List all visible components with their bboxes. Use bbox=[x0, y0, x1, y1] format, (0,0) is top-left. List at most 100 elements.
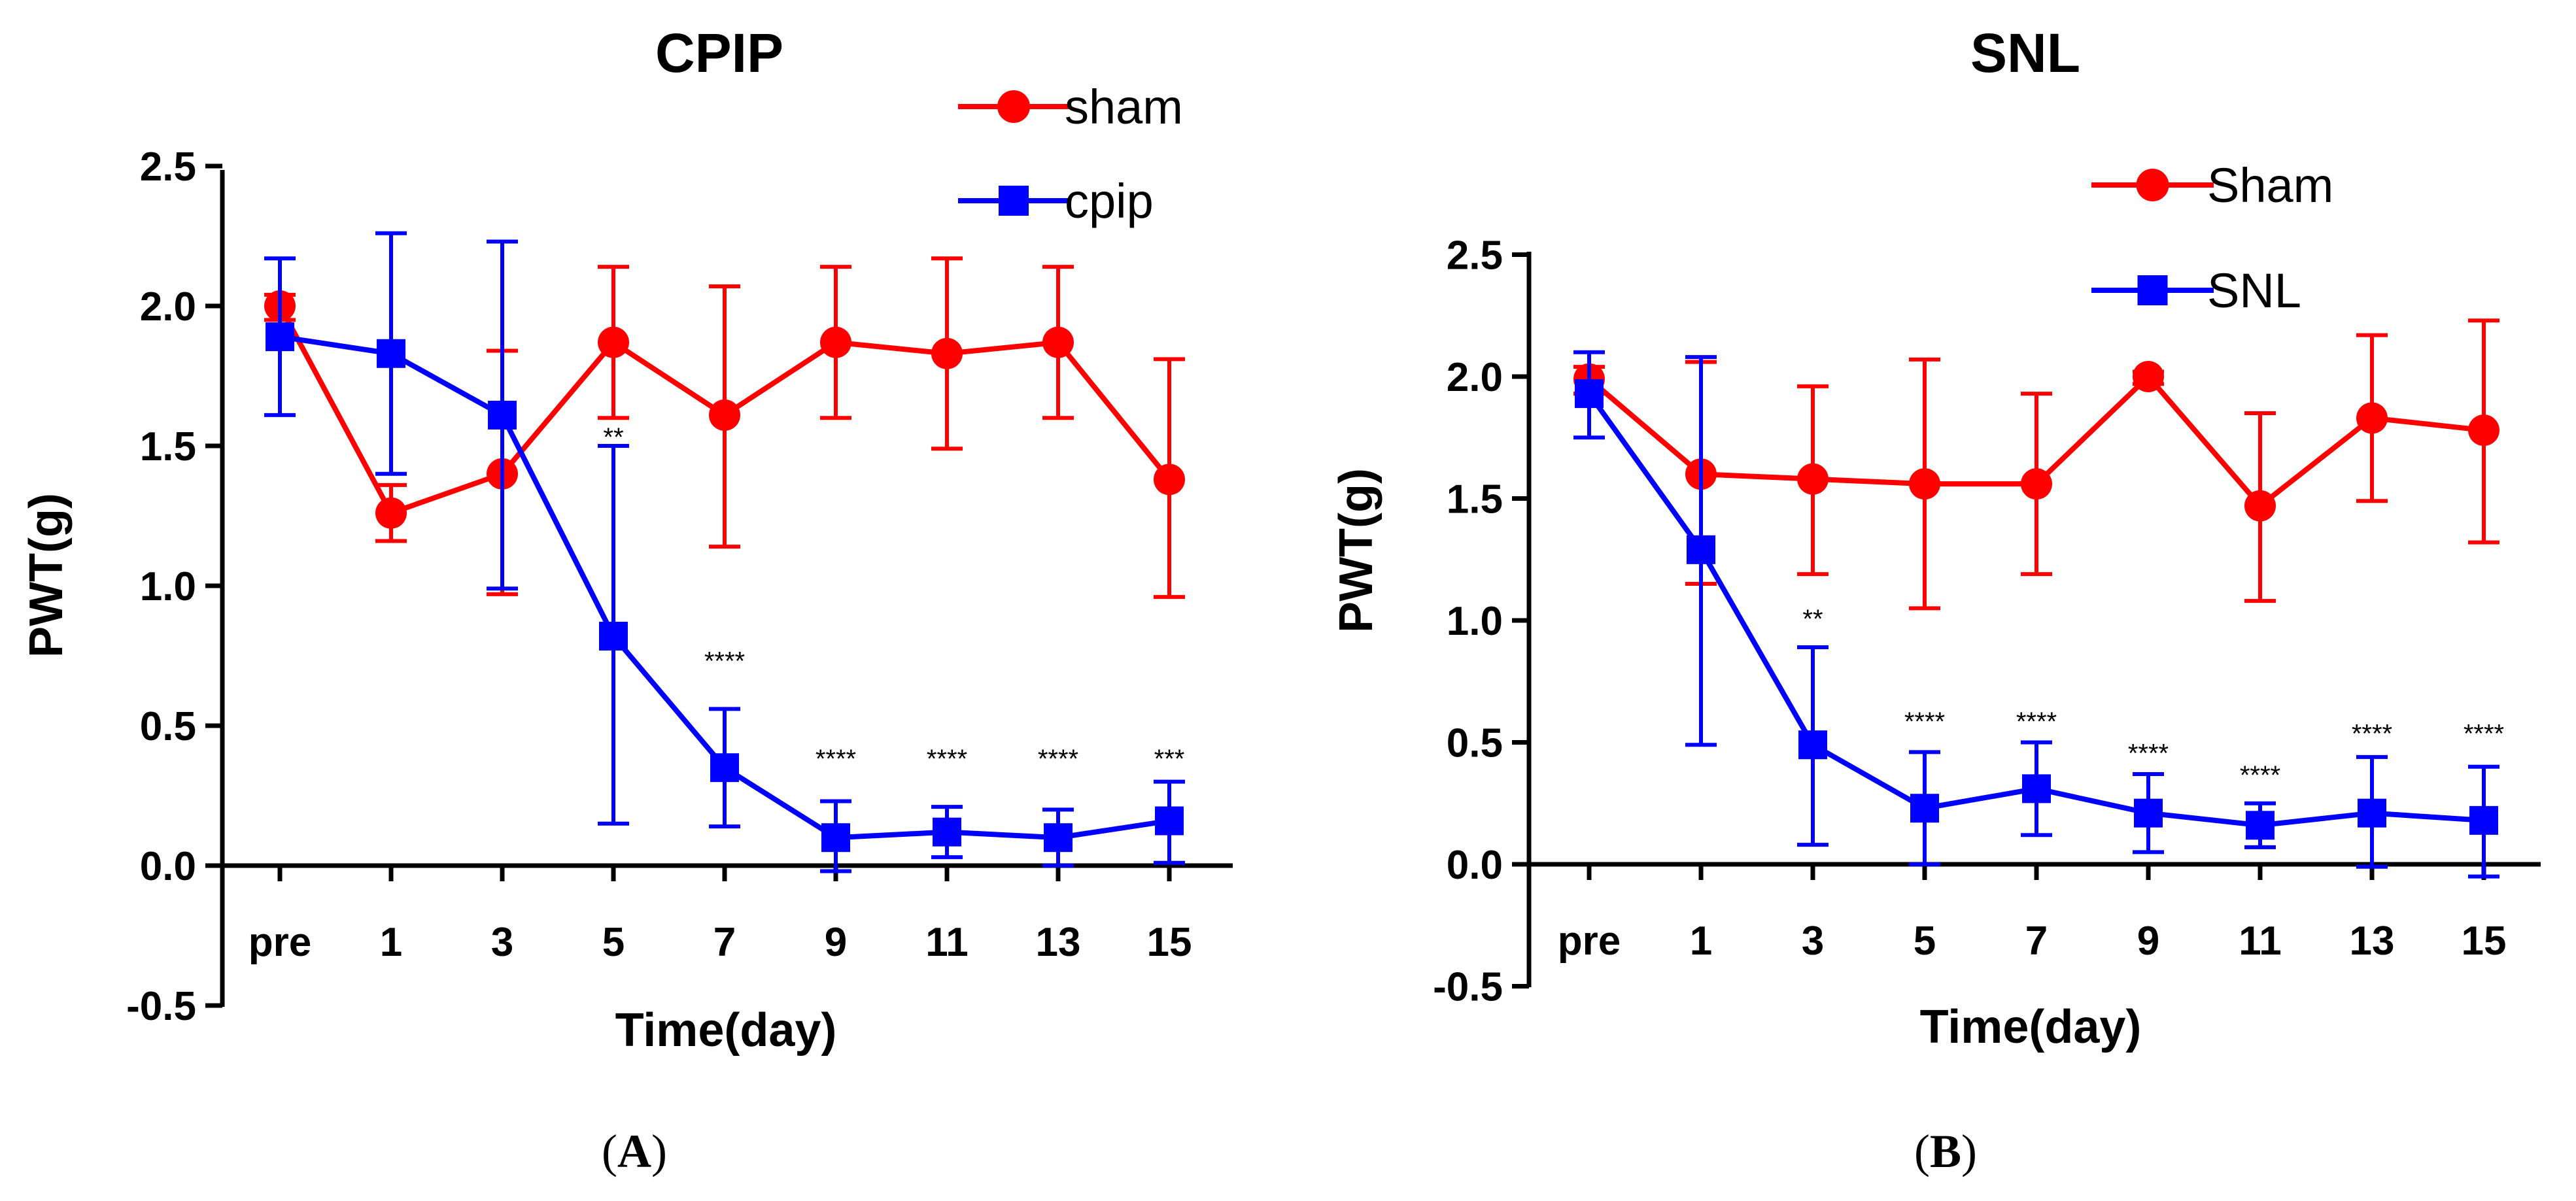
data-point-circle bbox=[820, 326, 851, 358]
significance-label: **** bbox=[2240, 761, 2280, 790]
x-tick-label: 3 bbox=[491, 920, 513, 965]
data-point-circle bbox=[709, 399, 740, 431]
x-tick-label: 5 bbox=[1914, 919, 1936, 964]
data-point-circle bbox=[1797, 463, 1829, 495]
y-tick-label: 2.5 bbox=[1447, 233, 1503, 279]
legend-item: SNL bbox=[2091, 263, 2301, 318]
x-axis-title: Time(day) bbox=[1920, 1001, 2142, 1053]
y-tick-label: 1.0 bbox=[1447, 599, 1503, 644]
significance-label: **** bbox=[816, 745, 856, 773]
significance-label: **** bbox=[2352, 720, 2392, 749]
data-point-circle bbox=[2244, 490, 2276, 522]
data-point-square bbox=[1798, 730, 1827, 760]
chart-title: CPIP bbox=[655, 22, 783, 84]
x-tick-label: pre bbox=[1558, 919, 1621, 964]
x-tick-label: 13 bbox=[2350, 919, 2395, 964]
panel-label-letter: A bbox=[617, 1125, 651, 1177]
significance-label: **** bbox=[927, 745, 967, 773]
legend-item: Sham bbox=[2091, 158, 2333, 212]
series-sham bbox=[264, 256, 1185, 600]
data-point-circle bbox=[598, 326, 629, 358]
data-point-square bbox=[377, 339, 405, 368]
y-tick-label: 1.0 bbox=[140, 564, 196, 609]
panel-label-open: ( bbox=[602, 1125, 617, 1177]
legend-marker-circle bbox=[997, 90, 1030, 123]
x-axis-title: Time(day) bbox=[615, 1004, 837, 1057]
x-tick-label: 7 bbox=[2025, 919, 2048, 964]
panel-label-open: ( bbox=[1914, 1125, 1930, 1177]
chart-title: SNL bbox=[1970, 22, 2080, 84]
legend-marker-square bbox=[999, 186, 1029, 216]
x-tick-label: pre bbox=[249, 920, 311, 965]
legend-marker-square bbox=[2137, 275, 2168, 305]
y-tick-label: 1.5 bbox=[140, 424, 196, 469]
legend-label: SNL bbox=[2207, 263, 2301, 318]
y-tick-label: -0.5 bbox=[1433, 965, 1503, 1010]
significance-label: ** bbox=[603, 423, 623, 452]
data-point-square bbox=[2134, 798, 2163, 828]
y-tick-label: 0.0 bbox=[140, 844, 196, 889]
panel-label-close: ) bbox=[1961, 1125, 1977, 1177]
y-tick-label: 2.5 bbox=[140, 144, 196, 190]
y-tick-label: 2.0 bbox=[1447, 355, 1503, 400]
significance-label: ** bbox=[1802, 605, 1823, 634]
legend-marker-circle bbox=[2136, 169, 2169, 201]
x-tick-label: 15 bbox=[2462, 919, 2507, 964]
x-tick-label: 11 bbox=[2239, 919, 2282, 964]
significance-label: **** bbox=[2128, 739, 2169, 768]
legend-item: cpip bbox=[958, 174, 1154, 228]
data-point-square bbox=[1910, 794, 1939, 823]
x-tick-label: 15 bbox=[1147, 920, 1192, 965]
data-point-circle bbox=[1909, 468, 1940, 500]
x-tick-label: 9 bbox=[825, 920, 847, 965]
y-tick-label: 2.0 bbox=[140, 284, 196, 330]
data-point-square bbox=[1155, 806, 1184, 836]
legend-label: cpip bbox=[1065, 174, 1154, 228]
data-point-square bbox=[710, 753, 739, 783]
data-point-circle bbox=[1042, 326, 1074, 358]
series-cpip bbox=[264, 231, 1185, 873]
series-snl bbox=[1573, 350, 2499, 879]
x-tick-label: 9 bbox=[2137, 919, 2159, 964]
data-point-square bbox=[488, 400, 517, 430]
panel-label: (B) bbox=[1914, 1125, 1977, 1177]
significance-label: **** bbox=[704, 647, 745, 675]
x-tick-label: 13 bbox=[1036, 920, 1081, 965]
panel-label-letter: B bbox=[1930, 1125, 1961, 1177]
data-point-square bbox=[1575, 379, 1604, 409]
data-point-square bbox=[2022, 774, 2051, 803]
x-tick-label: 7 bbox=[713, 920, 736, 965]
data-point-circle bbox=[2468, 414, 2499, 447]
data-point-circle bbox=[375, 497, 407, 529]
data-point-circle bbox=[1154, 464, 1185, 496]
y-tick-label: 1.5 bbox=[1447, 477, 1503, 522]
data-point-circle bbox=[931, 337, 963, 369]
data-point-square bbox=[821, 823, 850, 853]
x-tick-label: 5 bbox=[602, 920, 625, 965]
x-tick-label: 1 bbox=[1690, 919, 1712, 964]
legend-item: sham bbox=[958, 80, 1183, 134]
x-tick-label: 11 bbox=[925, 920, 969, 965]
series-sham bbox=[1573, 318, 2499, 611]
data-point-square bbox=[933, 817, 961, 847]
data-point-square bbox=[266, 322, 294, 352]
data-point-circle bbox=[2133, 361, 2164, 392]
significance-label: *** bbox=[1154, 745, 1185, 773]
y-tick-label: 0.5 bbox=[1447, 721, 1503, 766]
y-axis-title: PWT(g) bbox=[1330, 468, 1382, 633]
data-point-circle bbox=[2021, 468, 2052, 500]
data-point-square bbox=[2358, 798, 2386, 828]
significance-label: **** bbox=[1904, 707, 1945, 736]
y-axis-title: PWT(g) bbox=[20, 493, 73, 658]
data-point-square bbox=[1044, 823, 1073, 853]
legend-label: Sham bbox=[2207, 158, 2333, 212]
significance-label: **** bbox=[2464, 720, 2504, 749]
significance-label: **** bbox=[1038, 745, 1078, 773]
data-point-square bbox=[1687, 535, 1715, 564]
panel-label: (A) bbox=[602, 1125, 667, 1177]
significance-label: **** bbox=[2016, 707, 2057, 736]
legend-label: sham bbox=[1065, 80, 1183, 134]
data-point-square bbox=[599, 622, 628, 651]
